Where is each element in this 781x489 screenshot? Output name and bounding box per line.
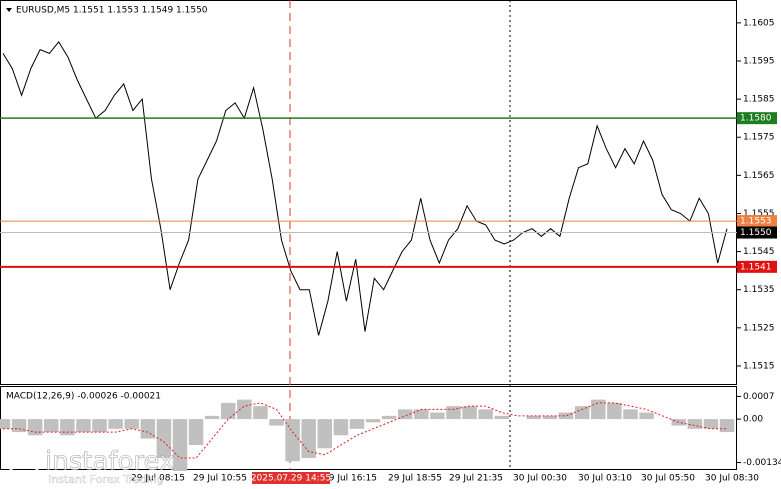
level-label-box: [737, 112, 777, 125]
x-tick-label: 30 Jul 03:10: [578, 474, 632, 484]
level-label: 1.1553: [740, 217, 772, 227]
y-tick-label: 0.0007: [743, 392, 775, 402]
macd-bar: [687, 419, 703, 429]
macd-bar: [494, 415, 509, 420]
macd-bar: [349, 419, 365, 429]
macd-bar: [156, 419, 172, 459]
cursor-label: 2025.07.29 14:55: [251, 474, 331, 484]
x-tick-label: 30 Jul 00:30: [513, 474, 567, 484]
macd-bar: [269, 419, 284, 426]
macd-bar: [92, 419, 107, 433]
x-tick-label: 29 Jul 18:55: [388, 474, 442, 484]
macd-bar: [188, 419, 204, 446]
y-tick-label: 1.1545: [743, 247, 775, 257]
macd-bar: [317, 419, 333, 449]
level-label-box: [737, 260, 777, 273]
level-label: 1.1580: [740, 114, 772, 124]
x-tick-label: 29 Jul 21:35: [449, 474, 503, 484]
menu-arrow: [6, 8, 12, 12]
macd-bar: [430, 412, 445, 420]
macd-bar: [76, 419, 91, 433]
watermark-tagline: Instant Forex Trading: [48, 473, 164, 486]
x-tick-label: 30 Jul 05:50: [641, 474, 695, 484]
y-tick-label: 1.1595: [743, 56, 775, 66]
macd-bar: [108, 419, 123, 429]
y-tick-label: 1.1605: [743, 18, 775, 28]
macd-bar: [60, 419, 75, 436]
macd-bar: [591, 399, 606, 420]
macd-bar: [27, 419, 43, 436]
macd-bar: [124, 419, 139, 429]
macd-title: MACD(12,26,9) -0.00026 -0.00021: [6, 392, 161, 402]
level-label-box: [737, 226, 777, 239]
y-tick-label: 1.1555: [743, 209, 775, 219]
macd-bar: [285, 419, 300, 462]
macd-bar: [237, 399, 252, 420]
macd-bar: [204, 415, 220, 420]
macd-bar: [639, 412, 654, 420]
macd-bar: [607, 402, 622, 420]
logo: [7, 445, 41, 479]
macd-bar: [574, 406, 590, 420]
signal-line: [3, 402, 727, 459]
macd-bar: [333, 419, 349, 436]
level-label: 1.1541: [740, 262, 772, 272]
y-tick-label: 1.1585: [743, 95, 775, 105]
chart-title: EURUSD,M5 1.1551 1.1553 1.1549 1.1550: [16, 6, 208, 16]
macd-bar: [221, 402, 236, 420]
macd-bar: [381, 415, 397, 420]
macd-bar: [558, 412, 574, 420]
y-tick-label: 0.00: [743, 415, 763, 425]
x-tick-label: 29 Jul 08:15: [131, 474, 185, 484]
macd-bar: [44, 419, 59, 433]
main-frame: [0, 0, 737, 385]
watermark-text: instaforex: [45, 447, 174, 477]
y-tick-label: 1.1575: [743, 133, 775, 143]
logo-center: [19, 457, 29, 467]
macd-bar: [172, 419, 188, 471]
y-tick-label: 1.1525: [743, 323, 775, 333]
level-label: 1.1550: [740, 228, 772, 238]
macd-bar: [542, 415, 558, 420]
macd-bar: [365, 419, 381, 423]
y-tick-label: 1.1515: [743, 361, 775, 371]
watermark: instaforex Instant Forex Trading: [7, 445, 175, 486]
macd-bar: [301, 419, 316, 459]
macd-bar: [140, 419, 156, 439]
macd-bar: [446, 406, 461, 420]
y-tick-label: 1.1565: [743, 171, 775, 181]
macd-bar: [397, 409, 413, 420]
macd-bar: [0, 419, 11, 429]
macd-bar: [703, 419, 719, 429]
macd-bar: [462, 406, 477, 420]
macd-bar: [526, 415, 542, 420]
macd-bar: [478, 409, 493, 420]
macd-bar: [623, 409, 638, 420]
y-tick-label: 1.1535: [743, 285, 775, 295]
cursor-label-box: [252, 472, 330, 484]
y-tick-label: -0.00134: [743, 458, 781, 468]
macd-bar: [253, 406, 268, 420]
x-tick-label: 29 Jul 16:15: [323, 474, 377, 484]
x-tick-label: 29 Jul 10:55: [193, 474, 247, 484]
macd-bar: [719, 419, 735, 433]
price-line: [2, 41, 728, 336]
macd-bar: [414, 409, 429, 420]
level-label-box: [737, 215, 777, 228]
x-tick-label: 30 Jul 08:30: [705, 474, 759, 484]
